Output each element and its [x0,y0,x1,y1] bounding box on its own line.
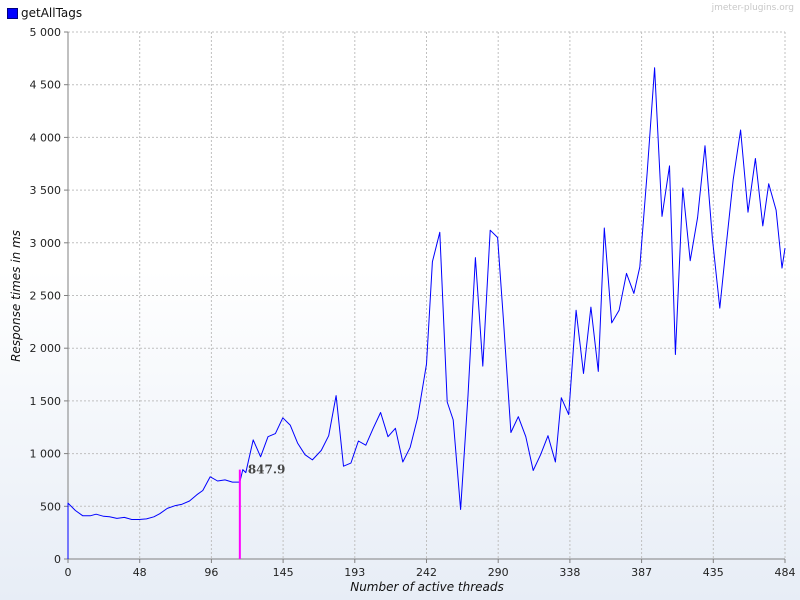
x-tick-label: 0 [65,566,72,579]
y-tick-label: 500 [40,500,61,513]
x-tick-label: 96 [204,566,218,579]
x-axis-label: Number of active threads [350,580,504,594]
x-tick-label: 48 [133,566,147,579]
y-axis-label: Response times in ms [9,230,23,362]
marker-value-label: 847.9 [248,463,286,477]
y-tick-label: 5 000 [30,26,62,39]
x-tick-label: 290 [488,566,509,579]
y-tick-label: 1 000 [30,448,62,461]
x-tick-label: 193 [344,566,365,579]
grid-lines [68,31,786,559]
series-line-getAllTags [67,67,786,559]
y-tick-label: 2 000 [30,342,62,355]
y-tick-label: 4 500 [30,79,62,92]
y-tick-label: 1 500 [30,395,62,408]
legend-label: getAllTags [21,6,83,20]
plot-series [67,67,786,559]
y-tick-label: 0 [54,553,61,566]
y-tick-label: 4 000 [30,131,62,144]
watermark: jmeter-plugins.org [711,3,794,13]
x-axis-ticks: 0 48 96 145 193 242 290 338 387 435 484 [65,559,796,579]
y-tick-label: 2 500 [30,290,62,303]
y-tick-label: 3 000 [30,237,62,250]
x-tick-label: 338 [559,566,580,579]
y-tick-label: 3 500 [30,184,62,197]
x-tick-label: 435 [703,566,724,579]
legend: getAllTags [7,6,82,20]
y-axis-ticks: 0 500 1 000 1 500 2 000 2 500 3 000 3 500 4 000 4… [30,26,68,566]
x-tick-label: 242 [416,566,437,579]
x-tick-label: 484 [775,566,796,579]
marker-layer: 847.9 [238,463,286,559]
x-tick-label: 145 [273,566,294,579]
x-tick-label: 387 [631,566,652,579]
legend-swatch-icon [7,7,18,19]
